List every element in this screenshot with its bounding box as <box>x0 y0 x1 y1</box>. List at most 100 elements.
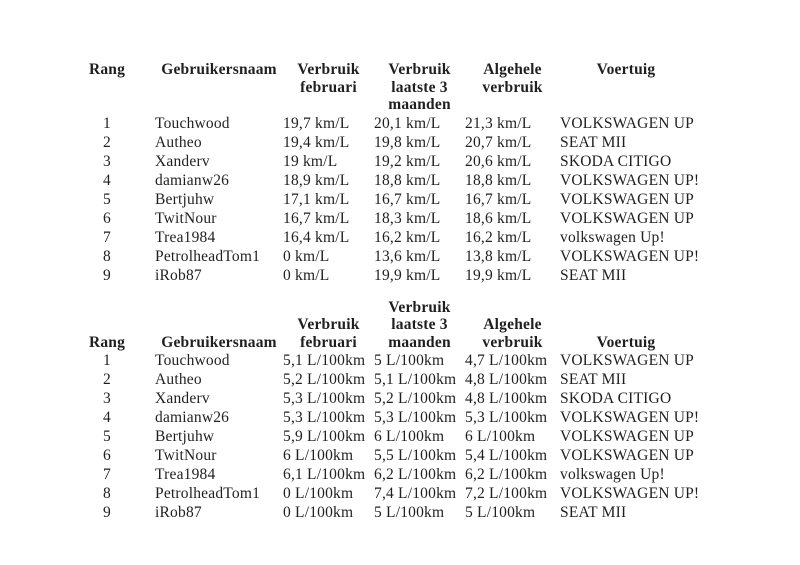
rank-cell: 5 <box>103 428 111 445</box>
february-cell: 0 km/L <box>283 248 330 265</box>
username-cell: iRob87 <box>155 504 202 521</box>
rank-cell: 1 <box>103 352 111 369</box>
vehicle-cell: SEAT MII <box>560 134 627 151</box>
username-cell: damianw26 <box>155 409 230 426</box>
last3-cell: 18,8 km/L <box>374 172 441 189</box>
vehicle-cell: VOLKSWAGEN UP <box>560 191 694 208</box>
last3-cell: 6,2 L/100km <box>374 466 457 483</box>
table-row: 1 Touchwood 19,7 km/L 20,1 km/L 21,3 km/L VOL… <box>88 114 694 133</box>
table-row: 7 Trea1984 6,1 L/100km 6,2 L/100km 6,2 L/100… <box>88 465 692 484</box>
table-row: 6 TwitNour 6 L/100km 5,5 L/100km 5,4 L/100km… <box>88 446 694 465</box>
header-overall: Algehele verbruik <box>482 316 543 351</box>
february-cell: 5,1 L/100km <box>283 352 366 369</box>
february-cell: 5,3 L/100km <box>283 409 366 426</box>
overall-cell: 16,7 km/L <box>465 191 532 208</box>
username-cell: TwitNour <box>155 447 217 464</box>
overall-cell: 5,4 L/100km <box>465 447 548 464</box>
table-row: 1 Touchwood 5,1 L/100km 5 L/100km 4,7 L/100k… <box>88 351 694 370</box>
table-row: 9 iRob87 0 L/100km 5 L/100km 5 L/100km SEAT M… <box>88 503 692 522</box>
last3-cell: 5 L/100km <box>374 504 445 521</box>
header-overall: Algehele verbruik <box>482 61 543 96</box>
vehicle-cell: VOLKSWAGEN UP! <box>560 409 700 426</box>
rank-cell: 9 <box>103 267 111 284</box>
february-cell: 19 km/L <box>283 153 338 170</box>
february-cell: 16,7 km/L <box>283 210 350 227</box>
february-cell: 6,1 L/100km <box>283 466 366 483</box>
vehicle-cell: VOLKSWAGEN UP! <box>560 172 700 189</box>
last3-cell: 19,8 km/L <box>374 134 441 151</box>
rank-cell: 7 <box>103 229 111 246</box>
overall-cell: 4,8 L/100km <box>465 390 548 407</box>
table-row: 3 Xanderv 19 km/L 19,2 km/L 20,6 km/L SKODA C… <box>88 152 692 171</box>
table-row: 5 Bertjuhw 5,9 L/100km 6 L/100km 6 L/100km VO… <box>88 427 694 446</box>
overall-cell: 4,7 L/100km <box>465 352 548 369</box>
header-last3months: Verbruik laatste 3 maanden <box>388 298 451 351</box>
vehicle-cell: VOLKSWAGEN UP <box>560 428 694 445</box>
table-row: 2 Autheo 19,4 km/L 19,8 km/L 20,7 km/L SEAT M… <box>88 133 692 152</box>
february-cell: 17,1 km/L <box>283 191 350 208</box>
overall-cell: 4,8 L/100km <box>465 371 548 388</box>
vehicle-cell: SEAT MII <box>560 504 627 521</box>
last3-cell: 7,4 L/100km <box>374 485 457 502</box>
table-row: 8 PetrolheadTom1 0 L/100km 7,4 L/100km 7,2 L… <box>88 484 699 503</box>
last3-cell: 18,3 km/L <box>374 210 441 227</box>
rank-cell: 3 <box>103 153 111 170</box>
table-row: 8 PetrolheadTom1 0 km/L 13,6 km/L 13,8 km/L V… <box>88 247 699 266</box>
username-cell: Bertjuhw <box>155 191 215 208</box>
username-cell: Trea1984 <box>155 229 216 246</box>
rank-cell: 3 <box>103 390 111 407</box>
header-row: Rang Gebruikersnaam Verbruik februari Ve… <box>88 61 692 114</box>
table-row: 2 Autheo 5,2 L/100km 5,1 L/100km 4,8 L/100km… <box>88 370 692 389</box>
username-cell: PetrolheadTom1 <box>155 248 261 265</box>
last3-cell: 5,2 L/100km <box>374 390 457 407</box>
vehicle-cell: VOLKSWAGEN UP <box>560 210 694 227</box>
rank-cell: 2 <box>103 371 111 388</box>
username-cell: Trea1984 <box>155 466 216 483</box>
header-february: Verbruik februari <box>297 316 360 351</box>
overall-cell: 19,9 km/L <box>465 267 532 284</box>
header-february: Verbruik februari <box>297 61 360 96</box>
table-header: Rang Gebruikersnaam Verbruik februari Ve… <box>88 298 692 351</box>
username-cell: Autheo <box>155 134 202 151</box>
rank-cell: 5 <box>103 191 111 208</box>
header-vehicle: Voertuig <box>596 61 656 78</box>
username-cell: Xanderv <box>155 153 210 170</box>
vehicle-cell: volkswagen Up! <box>560 466 665 483</box>
vehicle-cell: SKODA CITIGO <box>560 390 672 407</box>
vehicle-cell: SEAT MII <box>560 267 627 284</box>
username-cell: Xanderv <box>155 390 210 407</box>
username-cell: Autheo <box>155 371 202 388</box>
february-cell: 5,2 L/100km <box>283 371 366 388</box>
february-cell: 19,7 km/L <box>283 115 350 132</box>
last3-cell: 5 L/100km <box>374 352 445 369</box>
february-cell: 0 L/100km <box>283 485 354 502</box>
last3-cell: 5,5 L/100km <box>374 447 457 464</box>
last3-cell: 5,3 L/100km <box>374 409 457 426</box>
rank-cell: 4 <box>103 409 111 426</box>
table-body: 1 Touchwood 19,7 km/L 20,1 km/L 21,3 km/L VOL… <box>88 114 700 285</box>
header-last3months: Verbruik laatste 3 maanden <box>388 61 451 113</box>
february-cell: 19,4 km/L <box>283 134 350 151</box>
table-row: 6 TwitNour 16,7 km/L 18,3 km/L 18,6 km/L VOLK… <box>88 209 694 228</box>
table-header: Rang Gebruikersnaam Verbruik februari Ve… <box>88 61 692 114</box>
overall-cell: 6 L/100km <box>465 428 536 445</box>
february-cell: 16,4 km/L <box>283 229 350 246</box>
last3-cell: 6 L/100km <box>374 428 445 445</box>
last3-cell: 19,9 km/L <box>374 267 441 284</box>
february-cell: 0 km/L <box>283 267 330 284</box>
vehicle-cell: volkswagen Up! <box>560 229 665 246</box>
february-cell: 5,9 L/100km <box>283 428 366 445</box>
overall-cell: 5 L/100km <box>465 504 536 521</box>
overall-cell: 18,8 km/L <box>465 172 532 189</box>
vehicle-cell: VOLKSWAGEN UP <box>560 447 694 464</box>
username-cell: damianw26 <box>155 172 230 189</box>
overall-cell: 18,6 km/L <box>465 210 532 227</box>
last3-cell: 16,7 km/L <box>374 191 441 208</box>
rank-cell: 4 <box>103 172 111 189</box>
last3-cell: 19,2 km/L <box>374 153 441 170</box>
last3-cell: 16,2 km/L <box>374 229 441 246</box>
table-row: 9 iRob87 0 km/L 19,9 km/L 19,9 km/L SEAT MII <box>88 266 692 285</box>
username-cell: PetrolheadTom1 <box>155 485 261 502</box>
february-cell: 18,9 km/L <box>283 172 350 189</box>
